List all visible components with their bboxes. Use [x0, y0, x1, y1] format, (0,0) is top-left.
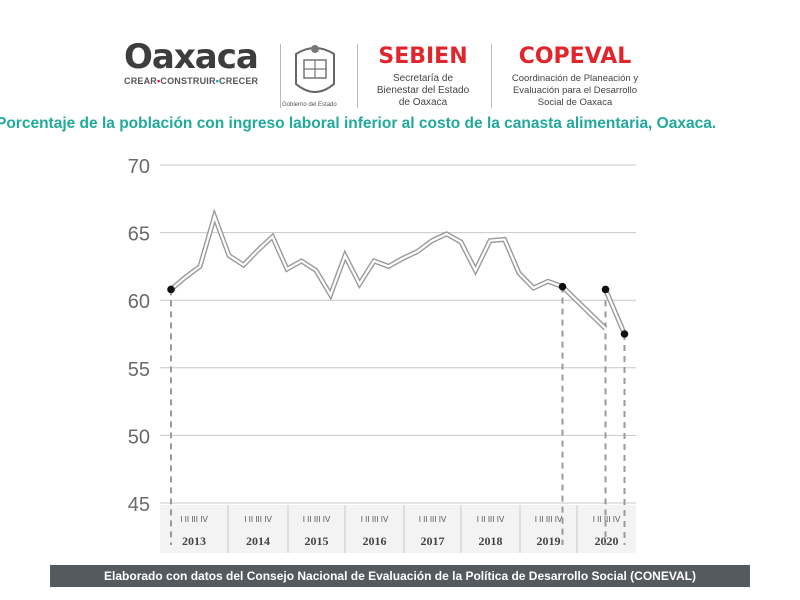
tagline-crear: CREAR	[124, 76, 158, 86]
year-tick-label: 2013	[182, 534, 206, 548]
quarter-tick-label: I II III IV	[419, 515, 447, 524]
copeval-subtitle: Coordinación de Planeación y Evaluación …	[500, 73, 650, 109]
oaxaca-tagline: CREAR•CONSTRUIR•CRECER	[124, 76, 259, 86]
year-tick-label: 2015	[305, 534, 329, 548]
data-point-marker	[167, 285, 175, 294]
copeval-logo: COPEVAL Coordinación de Planeación y Eva…	[500, 44, 650, 109]
x-axis-band	[160, 505, 636, 553]
quarter-tick-label: I II III IV	[180, 515, 208, 524]
series-line-outline	[169, 208, 608, 331]
series-line	[604, 288, 626, 335]
data-point-marker	[620, 330, 629, 338]
year-tick-label: 2017	[421, 534, 445, 548]
year-tick-label: 2016	[363, 534, 387, 548]
series-line	[170, 212, 607, 330]
chart-title: Porcentaje de la población con ingreso l…	[0, 115, 717, 132]
year-tick-label: 2018	[479, 534, 503, 548]
tagline-crecer: CRECER	[219, 76, 259, 86]
tagline-construir: CONSTRUIR	[160, 76, 216, 86]
quarter-tick-label: I II III IV	[477, 515, 505, 524]
y-tick-label: 45	[128, 494, 150, 516]
sebien-logo: SEBIEN Secretaría de Bienestar del Estad…	[368, 44, 478, 109]
oaxaca-logo: Oaxaca CREAR•CONSTRUIR•CRECER	[124, 40, 274, 100]
quarter-tick-label: I II III IV	[535, 515, 563, 524]
data-point-marker	[558, 282, 567, 291]
quarter-tick-label: I II III IV	[303, 515, 331, 524]
y-tick-label: 50	[128, 426, 150, 448]
copeval-title: COPEVAL	[518, 44, 632, 69]
year-tick-label: 2019	[537, 534, 561, 548]
sebien-subtitle: Secretaría de Bienestar del Estado de Oa…	[368, 73, 478, 109]
state-seal-icon	[295, 45, 335, 93]
oaxaca-logo-word: Oaxaca	[124, 37, 259, 77]
y-tick-label: 65	[128, 224, 150, 246]
quarter-tick-label: I II III IV	[244, 515, 272, 524]
quarter-tick-label: I II III IV	[361, 515, 389, 524]
divider	[280, 44, 281, 108]
copeval-subtitle-line: Coordinación de Planeación y	[511, 73, 639, 84]
y-tick-label: 60	[128, 291, 150, 313]
divider	[491, 44, 492, 108]
y-tick-label: 70	[128, 156, 150, 178]
sebien-subtitle-line: de Oaxaca	[398, 97, 448, 108]
header: Oaxaca CREAR•CONSTRUIR•CRECER Gobierno d…	[0, 18, 800, 108]
y-tick-label: 55	[128, 359, 150, 381]
sebien-title: SEBIEN	[378, 44, 468, 69]
divider	[357, 44, 358, 108]
copeval-subtitle-line: Social de Oaxaca	[537, 97, 613, 108]
year-tick-label: 2020	[595, 534, 619, 548]
quarter-tick-label: I II III IV	[593, 515, 621, 524]
data-point-marker	[601, 285, 610, 294]
sebien-subtitle-line: Bienestar del Estado	[376, 85, 470, 96]
sebien-subtitle-line: Secretaría de	[392, 73, 454, 84]
source-footer: Elaborado con datos del Consejo Nacional…	[50, 565, 750, 587]
year-tick-label: 2014	[246, 534, 270, 548]
copeval-subtitle-line: Evaluación para el Desarrollo	[512, 85, 638, 96]
seal-caption: Gobierno del Estado	[282, 102, 337, 108]
